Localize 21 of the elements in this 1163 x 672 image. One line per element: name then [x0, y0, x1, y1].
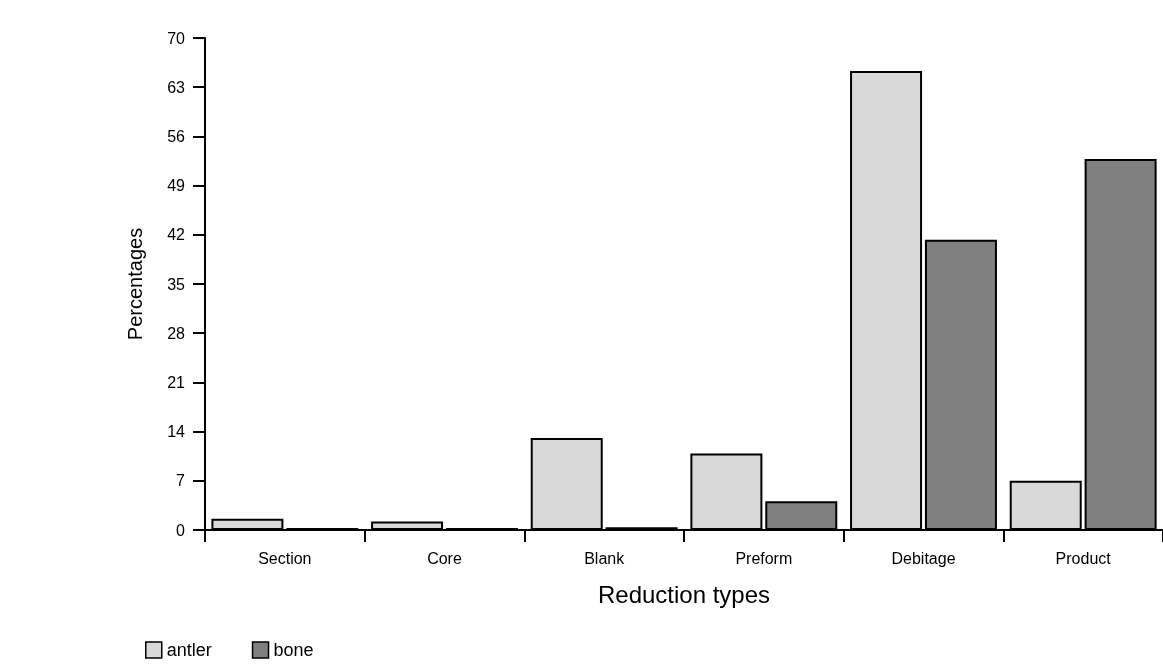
y-tick-label: 0 — [176, 521, 186, 539]
y-tick-label: 7 — [176, 472, 186, 490]
legend-label: bone — [273, 640, 314, 660]
y-tick-label: 56 — [167, 127, 186, 145]
y-tick-label: 21 — [167, 373, 186, 391]
y-tick-label: 35 — [167, 275, 186, 293]
x-tick-label: Product — [1055, 549, 1112, 567]
y-axis-title: Percentages — [124, 227, 146, 341]
x-tick-label: Section — [258, 549, 312, 567]
x-tick-label: Core — [427, 549, 462, 567]
y-tick-label: 70 — [167, 29, 186, 47]
x-tick-label: Preform — [735, 549, 793, 567]
x-axis-title: Reduction types — [597, 580, 771, 608]
y-tick-label: 28 — [167, 324, 186, 342]
y-tick-label: 14 — [167, 423, 186, 441]
y-tick-label: 63 — [167, 78, 186, 96]
x-tick-label: Debitage — [891, 549, 956, 567]
x-tick-label: Blank — [584, 549, 626, 567]
y-tick-label: 42 — [167, 226, 186, 244]
legend-label: antler — [166, 640, 212, 660]
y-tick-label: 49 — [167, 177, 186, 195]
